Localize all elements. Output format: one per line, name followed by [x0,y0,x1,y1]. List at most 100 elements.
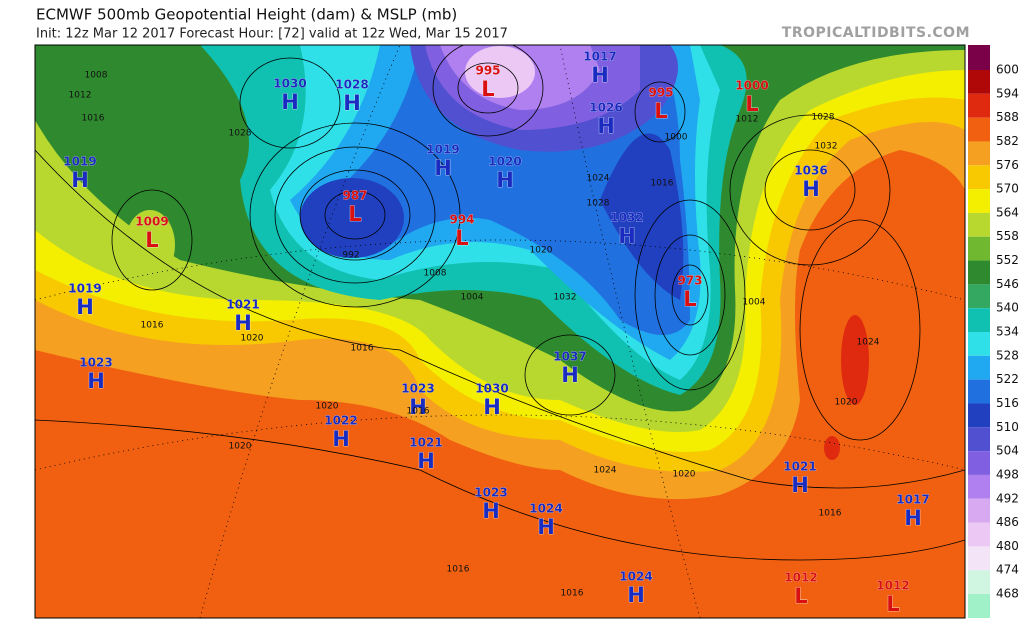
pressure-value: 1019 [426,143,459,157]
colorbar-swatch [968,522,990,547]
isobar-label: 1024 [587,174,610,184]
colorbar-label: 582 [996,134,1019,148]
colorbar-label: 474 [996,563,1019,577]
pressure-center: H [482,499,500,523]
pressure-center: L [145,228,158,252]
colorbar-label: 546 [996,277,1019,291]
pressure-value: 1023 [401,382,434,396]
pressure-center: H [591,63,609,87]
isobar-label: 1020 [673,470,696,480]
colorbar-label: 540 [996,301,1019,315]
colorbar-swatch [968,308,990,333]
pressure-center: L [886,592,899,616]
pressure-center: L [794,584,807,608]
colorbar-label: 516 [996,396,1019,410]
colorbar-swatch [968,355,990,380]
pressure-center: H [496,168,514,192]
pressure-center: H [434,156,452,180]
colorbar-swatch [968,45,990,70]
colorbar-swatch [968,379,990,404]
isobar-label: 1016 [141,321,164,331]
colorbar-label: 486 [996,515,1019,529]
colorbar-swatch [968,451,990,475]
pressure-center: H [618,224,636,248]
pressure-value: 995 [648,86,673,100]
pressure-value: 1026 [589,101,622,115]
pressure-center: H [281,90,299,114]
pressure-value: 1023 [79,356,112,370]
colorbar-label: 558 [996,229,1019,243]
pressure-value: 1030 [475,382,508,396]
pressure-center: H [537,515,555,539]
pressure-center: H [561,363,579,387]
isobar-label: 1008 [424,269,447,279]
isobar-label: 1012 [69,91,92,101]
pressure-value: 1021 [783,460,816,474]
colorbar-label: 492 [996,491,1019,505]
pressure-value: 1021 [409,436,442,450]
colorbar-swatch [968,332,990,356]
colorbar-label: 588 [996,110,1019,124]
colorbar-label: 552 [996,253,1019,267]
colorbar-swatch [968,570,990,595]
colorbar-label: 528 [996,348,1019,362]
colorbar-swatch [968,141,990,166]
pressure-center: H [409,395,427,419]
pressure-value: 1019 [68,282,101,296]
colorbar-label: 570 [996,182,1019,196]
isobar-label: 1016 [651,179,674,189]
isobar-label: 1024 [594,466,617,476]
pressure-center: L [481,77,494,101]
isobar-label: 1008 [85,71,108,81]
isobar-label: 1004 [461,293,484,303]
title: ECMWF 500mb Geopotential Height (dam) & … [36,6,457,24]
isobar-label: 1032 [815,142,838,152]
colorbar-label: 468 [996,587,1019,601]
colorbar-label: 534 [996,325,1019,339]
pressure-value: 995 [475,64,500,78]
pressure-value: 1000 [735,79,768,93]
isobar-label: 1032 [554,293,577,303]
pressure-center: H [332,427,350,451]
colorbar-swatch [968,93,990,118]
colorbar-swatch [968,236,990,261]
pressure-center: L [745,92,758,116]
pressure-value: 1036 [794,164,827,178]
pressure-center: H [417,449,435,473]
height-field [35,45,965,618]
isobar-label: 1004 [743,298,766,308]
colorbar-swatch [968,594,990,618]
pressure-center: H [87,369,105,393]
colorbar-label: 498 [996,467,1019,481]
colorbar-swatch [968,427,990,452]
subtitle: Init: 12z Mar 12 2017 Forecast Hour: [72… [36,27,508,42]
pressure-center: H [791,473,809,497]
isobar-label: 1028 [587,199,610,209]
isobar-label: 1020 [835,398,858,408]
pressure-center: H [76,295,94,319]
pressure-value: 1017 [896,493,929,507]
colorbar-swatch [968,403,990,428]
map-frame [34,44,966,619]
isobar-label: 1016 [82,114,105,124]
pressure-value: 1022 [324,414,357,428]
isobar-label: 1016 [447,565,470,575]
pressure-value: 1012 [784,571,817,585]
colorbar-label: 480 [996,539,1019,553]
pressure-value: 1037 [553,350,586,364]
isobar-label: 1020 [229,442,252,452]
pressure-value: 1028 [335,78,368,92]
site-name: TROPICALTIDBITS.COM [782,25,970,41]
colorbar-swatch [968,260,990,285]
pressure-center: H [904,506,922,530]
colorbar-swatch [968,117,990,142]
isobar-label: 1028 [812,113,835,123]
pressure-value: 1024 [529,502,562,516]
pressure-value: 1032 [610,211,643,225]
colorbar-label: 504 [996,444,1019,458]
isobar-label: 1016 [407,407,430,417]
pressure-value: 1017 [583,50,616,64]
pressure-value: 1012 [876,579,909,593]
isobar-label: 1020 [316,402,339,412]
